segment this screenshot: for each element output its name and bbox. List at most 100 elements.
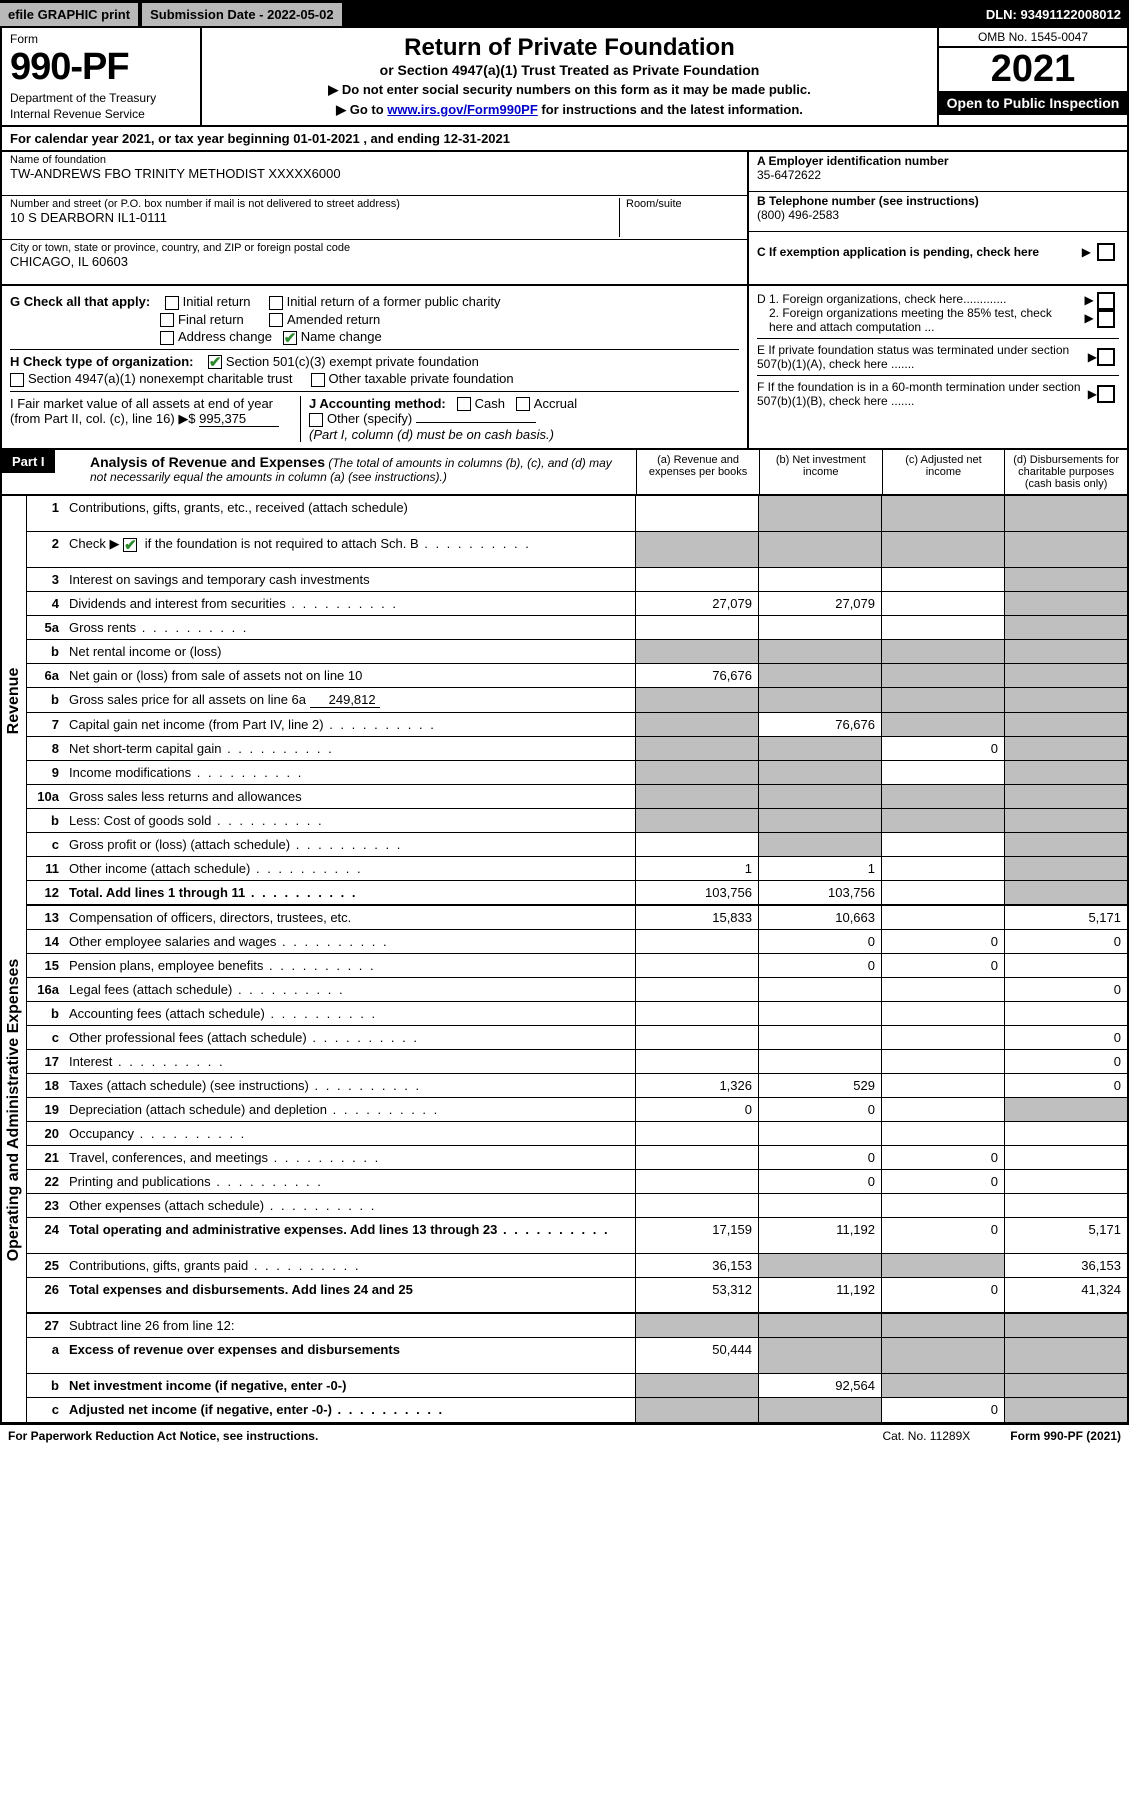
r17-d: 0 [1004,1050,1127,1073]
info-block: Name of foundation TW-ANDREWS FBO TRINIT… [0,152,1129,286]
name-change-checkbox[interactable] [283,331,297,345]
j-accrual-checkbox[interactable] [516,397,530,411]
r22-desc: Printing and publications [65,1170,635,1193]
r16b-desc: Accounting fees (attach schedule) [65,1002,635,1025]
address: 10 S DEARBORN IL1-0111 [10,210,619,225]
r13-b: 10,663 [758,906,881,929]
r6b-desc: Gross sales price for all assets on line… [65,688,635,712]
part-label: Part I [2,450,55,473]
col-c-header: (c) Adjusted net income [882,450,1005,494]
r6b-val: 249,812 [310,692,380,708]
r21-b: 0 [758,1146,881,1169]
r27a-a: 50,444 [635,1338,758,1373]
r24-c: 0 [881,1218,1004,1253]
dept: Department of the Treasury [10,91,192,105]
submission-date: Submission Date - 2022-05-02 [142,3,342,26]
d1-checkbox[interactable] [1097,292,1115,310]
r14-c: 0 [881,930,1004,953]
amended-label: Amended return [287,312,380,327]
r21-c: 0 [881,1146,1004,1169]
address-row: Number and street (or P.O. box number if… [2,196,747,240]
r4-desc: Dividends and interest from securities [65,592,635,615]
c-checkbox[interactable] [1097,243,1115,261]
r2-checkbox[interactable] [123,538,137,552]
r4-b: 27,079 [758,592,881,615]
j-other-label: Other (specify) [327,411,412,426]
g-label: G Check all that apply: [10,294,150,309]
r27c-desc: Adjusted net income (if negative, enter … [65,1398,635,1422]
header-left: Form 990-PF Department of the Treasury I… [2,28,202,125]
final-label: Final return [178,312,244,327]
form-title: Return of Private Foundation [212,34,927,62]
d2-checkbox[interactable] [1097,310,1115,328]
r15-b: 0 [758,954,881,977]
initial-former-checkbox[interactable] [269,296,283,310]
footer-right: Form 990-PF (2021) [1010,1429,1121,1443]
dln: DLN: 93491122008012 [978,3,1129,26]
r24-a: 17,159 [635,1218,758,1253]
city-label: City or town, state or province, country… [10,242,739,254]
r14-b: 0 [758,930,881,953]
r5a-desc: Gross rents [65,616,635,639]
top-bar: efile GRAPHIC print Submission Date - 20… [0,0,1129,28]
footer: For Paperwork Reduction Act Notice, see … [0,1424,1129,1447]
r10b-desc: Less: Cost of goods sold [65,809,635,832]
r26-d: 41,324 [1004,1278,1127,1312]
phone-row: B Telephone number (see instructions) (8… [749,192,1127,232]
final-checkbox[interactable] [160,313,174,327]
r27-desc: Subtract line 26 from line 12: [65,1314,635,1337]
note-2-post: for instructions and the latest informat… [538,102,803,117]
h-label: H Check type of organization: [10,354,193,369]
h2-checkbox[interactable] [10,373,24,387]
efile-badge: efile GRAPHIC print [0,3,138,26]
r26-a: 53,312 [635,1278,758,1312]
r12-a: 103,756 [635,881,758,904]
header-right: OMB No. 1545-0047 2021 Open to Public In… [937,28,1127,125]
analysis-desc: Analysis of Revenue and Expenses (The to… [82,450,636,494]
r22-b: 0 [758,1170,881,1193]
r25-desc: Contributions, gifts, grants paid [65,1254,635,1277]
form-link[interactable]: www.irs.gov/Form990PF [387,102,538,117]
analysis-header: Part I Analysis of Revenue and Expenses … [0,450,1129,496]
name-change-label: Name change [301,329,382,344]
r12-b: 103,756 [758,881,881,904]
footer-left: For Paperwork Reduction Act Notice, see … [8,1429,318,1443]
irs: Internal Revenue Service [10,107,192,121]
col-a-header: (a) Revenue and expenses per books [636,450,759,494]
initial-checkbox[interactable] [165,296,179,310]
h1-label: Section 501(c)(3) exempt private foundat… [226,354,479,369]
r14-desc: Other employee salaries and wages [65,930,635,953]
room-label: Room/suite [626,198,739,210]
r8-c: 0 [881,737,1004,760]
amended-checkbox[interactable] [269,313,283,327]
r11-b: 1 [758,857,881,880]
address-checkbox[interactable] [160,331,174,345]
city: CHICAGO, IL 60603 [10,254,739,269]
r11-a: 1 [635,857,758,880]
f-label: F If the foundation is in a 60-month ter… [757,380,1088,408]
r20-desc: Occupancy [65,1122,635,1145]
form-header: Form 990-PF Department of the Treasury I… [0,28,1129,127]
i-value: 995,375 [199,411,279,427]
r10a-desc: Gross sales less returns and allowances [65,785,635,808]
r25-a: 36,153 [635,1254,758,1277]
r25-d: 36,153 [1004,1254,1127,1277]
r18-b: 529 [758,1074,881,1097]
initial-former-label: Initial return of a former public charit… [287,294,501,309]
section-g: G Check all that apply: Initial return I… [0,286,1129,450]
r16a-d: 0 [1004,978,1127,1001]
note-2: ▶ Go to www.irs.gov/Form990PF for instru… [212,102,927,118]
f-checkbox[interactable] [1097,385,1115,403]
r27c-c: 0 [881,1398,1004,1422]
expenses-grid: Operating and Administrative Expenses 13… [0,906,1129,1314]
r21-desc: Travel, conferences, and meetings [65,1146,635,1169]
ein-label: A Employer identification number [757,154,1119,168]
j-other-checkbox[interactable] [309,413,323,427]
j-cash-checkbox[interactable] [457,397,471,411]
info-right: A Employer identification number 35-6472… [747,152,1127,284]
h1-checkbox[interactable] [208,355,222,369]
r19-b: 0 [758,1098,881,1121]
e-checkbox[interactable] [1097,348,1115,366]
r5b-desc: Net rental income or (loss) [65,640,635,663]
h3-checkbox[interactable] [311,373,325,387]
